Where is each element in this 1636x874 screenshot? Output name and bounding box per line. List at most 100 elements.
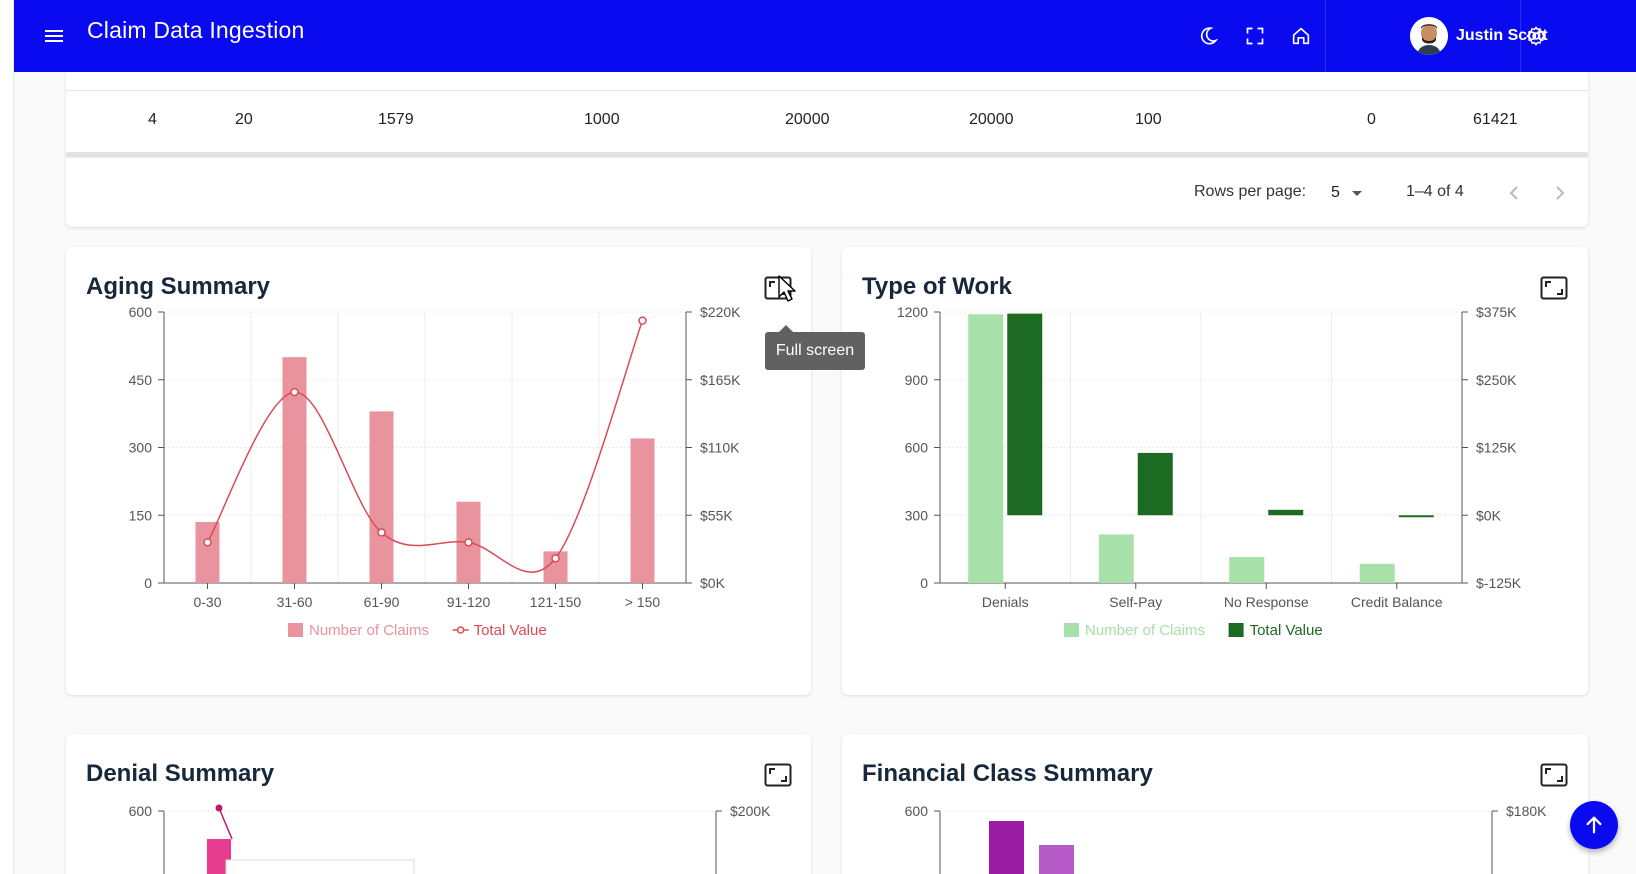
bar [630, 438, 655, 583]
y-tick-label: 600 [129, 304, 153, 320]
legend-marker [456, 626, 465, 634]
mouse-cursor-icon [778, 275, 796, 302]
x-tick-label: Denials [982, 594, 1029, 610]
table-cell: 0 [1367, 111, 1376, 128]
y-tick-label: $125K [1476, 440, 1517, 456]
bar [989, 821, 1024, 874]
x-tick-label: 91-120 [447, 594, 491, 610]
full-screen-button[interactable] [763, 760, 793, 790]
moon-icon [1200, 27, 1219, 45]
type-of-work-card: Type of Work 0 $-125K 300 $0K 600 $125K 900 $25… [842, 247, 1588, 695]
y-tick-label: $110K [700, 440, 740, 456]
next-page-button[interactable] [1545, 178, 1575, 208]
bar [369, 411, 394, 583]
previous-page-button[interactable] [1499, 178, 1529, 208]
home-icon [1292, 27, 1310, 45]
table-cell: 20000 [969, 111, 1014, 128]
y-tick-label: 0 [144, 575, 152, 591]
x-tick-label: Credit Balance [1351, 594, 1443, 610]
settings-button[interactable] [1520, 20, 1552, 52]
table-cell: 1579 [378, 111, 414, 128]
x-tick-label: No Response [1224, 594, 1309, 610]
financial-class-summary-card: Financial Class Summary 600 $180K [842, 734, 1588, 874]
y-tick-label: 0 [920, 575, 928, 591]
rows-per-page-label: Rows per page: [1194, 183, 1307, 200]
card-title: Financial Class Summary [862, 760, 1153, 787]
header-divider [1325, 0, 1326, 72]
y-tick-label: $375K [1476, 304, 1517, 320]
legend-label: Number of Claims [1085, 622, 1205, 639]
table-cell: 4 [148, 111, 157, 128]
y-tick-label: 1200 [897, 304, 928, 320]
x-tick-label: Self-Pay [1109, 594, 1162, 610]
y-tick-label: $220K [700, 304, 741, 320]
table-cell: 1000 [584, 111, 620, 128]
denial-summary-card: Denial Summary 600 $200K [66, 734, 811, 874]
legend-label: Total Value [474, 622, 547, 639]
fullscreen-toggle[interactable] [1239, 20, 1271, 52]
line-point [377, 528, 386, 537]
chart-tooltip-box [225, 859, 415, 874]
y-tick-label: 450 [129, 372, 153, 388]
card-title: Type of Work [862, 273, 1012, 300]
y-tick-label: $0K [1476, 507, 1502, 523]
full-screen-button[interactable] [1539, 273, 1569, 303]
menu-button[interactable] [40, 22, 68, 50]
y-tick-label: $-125K [1476, 575, 1522, 591]
bar [1359, 563, 1395, 583]
y-tick-label: 300 [129, 440, 153, 456]
home-button[interactable] [1285, 20, 1317, 52]
full-screen-tooltip: Full screen [765, 332, 865, 370]
rows-per-page-select[interactable]: 5 [1331, 179, 1381, 207]
table-pagination: Rows per page: 5 1–4 of 4 [66, 157, 1588, 227]
avatar [1410, 17, 1448, 55]
rows-per-page-value: 5 [1331, 184, 1340, 201]
table-row: 4 20 1579 1000 20000 20000 100 0 61421 [66, 90, 1588, 150]
table-cell: 20 [235, 111, 253, 128]
bar [1229, 557, 1265, 583]
tooltip-arrow [779, 325, 793, 332]
line-point [638, 316, 647, 325]
line-point [290, 387, 299, 397]
table-cell: 100 [1135, 111, 1162, 128]
fullscreen-icon [1540, 276, 1568, 300]
x-tick-label: 31-60 [277, 594, 313, 610]
user-avatar-icon [1410, 17, 1448, 55]
y-tick-label: $0K [700, 575, 726, 591]
chevron-right-icon [1556, 186, 1565, 200]
y-tick-label: 150 [129, 507, 153, 523]
bar [1039, 845, 1074, 874]
caret-down-icon [1351, 191, 1362, 196]
x-tick-label: 121-150 [530, 594, 582, 610]
y-tick-label: $200K [730, 803, 771, 819]
chevron-left-icon [1509, 186, 1518, 200]
dark-mode-toggle[interactable] [1192, 20, 1224, 52]
left-gutter [0, 0, 14, 874]
x-tick-label: 61-90 [364, 594, 400, 610]
bar [1007, 313, 1043, 516]
y-tick-label: 600 [905, 803, 929, 819]
horizontal-scrollbar[interactable] [66, 152, 1588, 157]
aging-summary-card: Aging Summary 0 $0K 150 $55K 300 $110K 450 $165… [66, 247, 811, 695]
series-line [218, 807, 233, 840]
table-cell: 20000 [785, 111, 830, 128]
scroll-to-top-button[interactable] [1570, 801, 1618, 849]
y-tick-label: $165K [700, 372, 741, 388]
user-name: Justin Scott [1456, 27, 1548, 44]
claims-table-card: 4 20 1579 1000 20000 20000 100 0 61421 R… [66, 72, 1588, 227]
y-tick-label: $180K [1506, 803, 1547, 819]
y-tick-label: 600 [129, 803, 153, 819]
y-tick-label: $55K [700, 507, 733, 523]
full-screen-button[interactable] [1539, 760, 1569, 790]
fullscreen-icon [764, 763, 792, 787]
bar [195, 522, 220, 583]
user-menu[interactable]: Justin Scott [1410, 12, 1548, 60]
header-divider [1520, 0, 1521, 72]
y-tick-label: 600 [905, 440, 929, 456]
line-point [551, 554, 560, 563]
pagination-range: 1–4 of 4 [1406, 183, 1464, 200]
gear-icon [1526, 26, 1546, 46]
legend-label: Total Value [1250, 622, 1323, 639]
bar [968, 314, 1004, 583]
fullscreen-icon [1540, 763, 1568, 787]
